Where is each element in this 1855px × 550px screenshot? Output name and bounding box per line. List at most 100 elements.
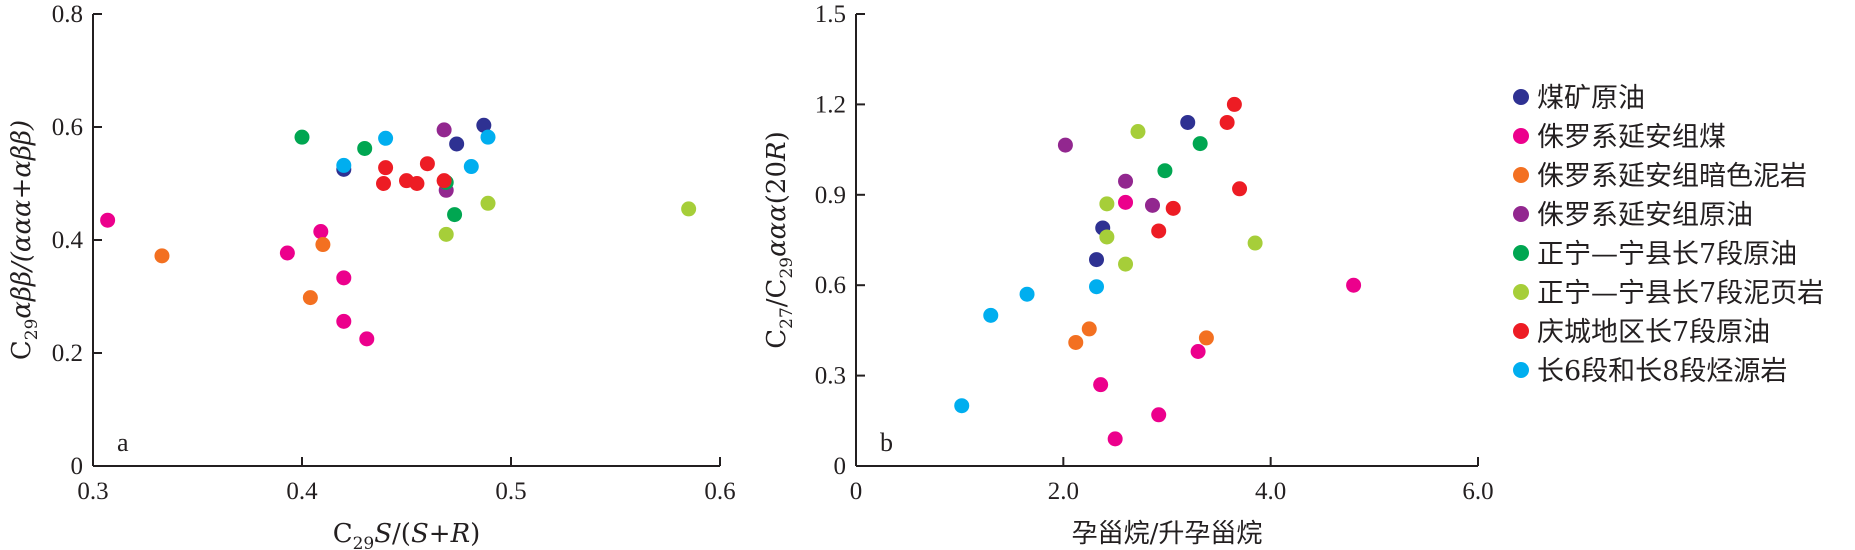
data-point bbox=[294, 129, 310, 145]
data-point bbox=[1057, 137, 1073, 153]
y-axis-title: C27/C29ααα(20R) bbox=[762, 131, 797, 349]
data-point bbox=[1346, 277, 1362, 293]
legend-label: 煤矿原油 bbox=[1537, 83, 1645, 114]
data-point bbox=[1247, 235, 1263, 251]
data-point bbox=[378, 130, 394, 146]
x-axis-title: 孕甾烷/升孕甾烷 bbox=[1072, 519, 1263, 549]
data-point bbox=[480, 195, 496, 211]
data-point bbox=[1192, 136, 1208, 152]
data-point bbox=[302, 290, 318, 306]
x-tick-label: 4.0 bbox=[1255, 478, 1286, 505]
chart-panel-b: 0 2.0 4.0 6.0 0 0.3 0.6 0.9 1.2 1.5 b 孕甾烷/升孕甾烷 C27/C… bbox=[762, 1, 1494, 549]
y-tick-label: 0 bbox=[834, 453, 847, 480]
data-point bbox=[1190, 343, 1206, 359]
data-point bbox=[447, 207, 463, 223]
x-tick-label: 6.0 bbox=[1462, 478, 1493, 505]
data-point bbox=[336, 157, 352, 173]
legend-marker bbox=[1513, 245, 1529, 261]
data-point bbox=[1093, 377, 1109, 393]
panel-label: a bbox=[117, 428, 129, 457]
data-point bbox=[336, 270, 352, 286]
legend-marker bbox=[1513, 206, 1529, 222]
legend-label: 庆城地区长7段原油 bbox=[1537, 317, 1770, 348]
legend-label: 侏罗系延安组暗色泥岩 bbox=[1537, 161, 1807, 192]
y-tick-label: 0.4 bbox=[52, 227, 84, 254]
data-point bbox=[1068, 334, 1084, 350]
data-point bbox=[463, 159, 479, 175]
data-point bbox=[1144, 197, 1160, 213]
legend-marker bbox=[1513, 362, 1529, 378]
data-point bbox=[1219, 114, 1235, 130]
data-point bbox=[1019, 286, 1035, 302]
legend-label: 侏罗系延安组煤 bbox=[1537, 122, 1726, 153]
data-point bbox=[480, 129, 496, 145]
legend-label: 正宁—宁县长7段原油 bbox=[1537, 239, 1797, 270]
data-point bbox=[1099, 229, 1115, 245]
legend-label: 长6段和长8段烃源岩 bbox=[1537, 356, 1787, 387]
legend-marker bbox=[1513, 89, 1529, 105]
data-point bbox=[1232, 181, 1248, 197]
y-tick-label: 0.3 bbox=[815, 363, 846, 390]
panel-label: b bbox=[880, 428, 893, 457]
x-tick-label: 0.5 bbox=[495, 478, 526, 505]
data-point bbox=[409, 176, 425, 191]
legend-marker bbox=[1513, 167, 1529, 183]
data-point bbox=[336, 313, 352, 329]
data-point bbox=[1118, 194, 1134, 210]
data-point bbox=[1107, 431, 1123, 447]
data-point bbox=[1130, 124, 1146, 140]
legend-marker bbox=[1513, 128, 1529, 144]
data-point bbox=[954, 398, 970, 414]
data-point bbox=[357, 140, 373, 156]
data-point bbox=[1198, 330, 1214, 346]
data-point bbox=[438, 226, 454, 242]
x-tick-label: 0.4 bbox=[286, 478, 318, 505]
y-tick-label: 0.6 bbox=[815, 272, 846, 299]
data-point bbox=[476, 117, 492, 133]
data-point bbox=[983, 307, 999, 323]
data-point bbox=[279, 245, 295, 261]
data-point bbox=[1118, 256, 1134, 272]
data-point bbox=[436, 173, 452, 189]
data-point bbox=[436, 122, 452, 138]
data-point bbox=[1089, 279, 1105, 295]
legend-marker bbox=[1513, 284, 1529, 300]
data-point bbox=[1118, 173, 1134, 189]
data-point bbox=[376, 176, 392, 191]
data-point bbox=[1226, 96, 1242, 112]
data-point bbox=[1099, 196, 1115, 212]
x-axis-title: C29S/(S+R) bbox=[333, 519, 481, 550]
y-axis-title: C29αββ/(ααα+αββ) bbox=[7, 120, 42, 360]
legend: 煤矿原油侏罗系延安组煤侏罗系延安组暗色泥岩侏罗系延安组原油正宁—宁县长7段原油正… bbox=[1513, 83, 1824, 387]
data-point bbox=[378, 160, 394, 176]
data-point bbox=[419, 156, 435, 172]
legend-label: 正宁—宁县长7段泥页岩 bbox=[1537, 278, 1824, 309]
y-tick-label: 0 bbox=[71, 453, 84, 480]
x-tick-label: 2.0 bbox=[1048, 478, 1079, 505]
data-point bbox=[100, 212, 116, 228]
data-point bbox=[359, 331, 375, 347]
data-point bbox=[1157, 163, 1173, 179]
data-point bbox=[1151, 223, 1167, 239]
data-point bbox=[1151, 407, 1167, 423]
y-tick-label: 0.8 bbox=[52, 1, 83, 28]
data-point bbox=[681, 201, 697, 217]
data-point bbox=[449, 136, 465, 152]
data-point bbox=[1165, 200, 1181, 216]
data-point bbox=[1089, 252, 1105, 268]
y-tick-label: 1.2 bbox=[815, 91, 846, 118]
legend-label: 侏罗系延安组原油 bbox=[1537, 200, 1753, 231]
x-tick-label: 0 bbox=[850, 478, 863, 505]
data-point bbox=[315, 237, 331, 253]
data-point bbox=[313, 224, 329, 240]
x-tick-label: 0.3 bbox=[77, 478, 108, 505]
legend-marker bbox=[1513, 323, 1529, 339]
y-tick-label: 0.9 bbox=[815, 182, 846, 209]
data-point bbox=[1081, 321, 1097, 337]
chart-panel-a: 0.3 0.4 0.5 0.6 0 0.2 0.4 0.6 0.8 a C29S/(S+R) C29α… bbox=[7, 1, 736, 550]
y-tick-label: 1.5 bbox=[815, 1, 846, 28]
x-tick-label: 0.6 bbox=[704, 478, 735, 505]
data-point bbox=[154, 248, 170, 264]
y-tick-label: 0.2 bbox=[52, 340, 83, 367]
